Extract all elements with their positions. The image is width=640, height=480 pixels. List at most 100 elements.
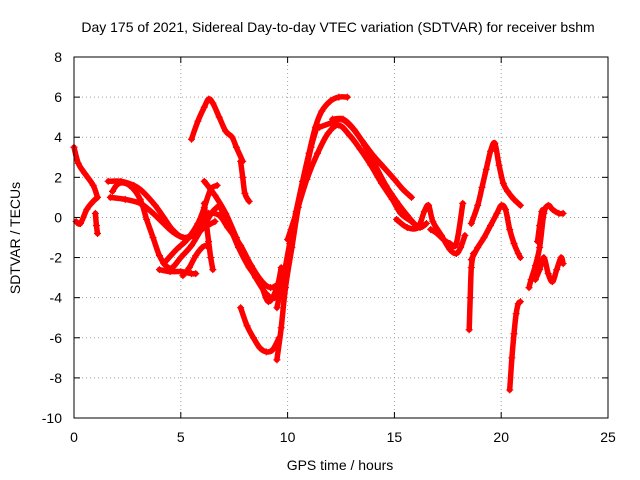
x-axis-label: GPS time / hours [287, 457, 394, 473]
data-point [335, 121, 343, 129]
series-arc-x [467, 139, 524, 227]
data-point [209, 207, 217, 215]
y-tick-label: -8 [50, 370, 63, 386]
data-point [138, 187, 146, 195]
data-point [76, 219, 84, 227]
data-point [192, 252, 200, 260]
data-point [425, 201, 433, 209]
data-point [239, 173, 247, 181]
data-point [360, 141, 368, 149]
data-series [70, 93, 567, 394]
data-point [540, 254, 548, 262]
data-point [305, 149, 313, 157]
data-point [393, 197, 401, 205]
data-point [89, 197, 97, 205]
data-point [504, 187, 512, 195]
data-point [534, 238, 542, 246]
data-point [292, 209, 300, 217]
data-point [232, 143, 240, 151]
data-point [510, 240, 518, 248]
y-tick-label: -10 [42, 410, 62, 426]
data-point [380, 163, 388, 171]
data-point [106, 193, 114, 201]
data-point [211, 191, 219, 199]
data-point [478, 183, 486, 191]
data-point [414, 223, 422, 231]
x-tick-label: 5 [177, 429, 185, 445]
data-point [429, 217, 437, 225]
data-point [343, 93, 351, 101]
data-point [149, 234, 157, 241]
data-point [457, 244, 465, 252]
data-point [192, 270, 200, 278]
data-point [228, 133, 236, 141]
x-tick-label: 0 [70, 429, 78, 445]
y-axis-label: SDTVAR / TECUs [7, 182, 23, 294]
y-tick-label: -2 [50, 250, 63, 266]
data-point [512, 310, 520, 318]
data-point [104, 177, 112, 185]
data-point [487, 221, 495, 229]
data-point [160, 260, 168, 268]
data-point [559, 209, 567, 217]
data-point [74, 159, 82, 167]
data-point [525, 284, 533, 292]
series-arc-r [284, 121, 430, 244]
data-point [237, 304, 245, 312]
data-point [467, 256, 475, 264]
data-point [234, 244, 242, 252]
data-point [279, 274, 287, 282]
data-point [277, 324, 285, 332]
data-point [495, 161, 503, 169]
data-point [200, 177, 208, 185]
data-point [491, 139, 499, 147]
data-point [269, 346, 277, 354]
data-point [209, 266, 217, 274]
data-point [213, 181, 221, 189]
data-point [553, 266, 561, 274]
data-point [487, 147, 495, 155]
data-point [467, 219, 475, 227]
data-point [256, 344, 264, 352]
data-point [326, 97, 334, 105]
data-point [506, 386, 514, 394]
series-line [201, 178, 287, 302]
data-point [516, 298, 524, 306]
data-point [316, 123, 324, 131]
data-point [531, 276, 539, 284]
data-point [482, 165, 490, 173]
data-point [314, 149, 322, 157]
data-point [177, 254, 185, 262]
data-point [93, 229, 101, 237]
data-point [179, 234, 187, 241]
data-point [422, 219, 430, 227]
data-point [433, 229, 441, 237]
data-point [166, 268, 174, 276]
y-tick-label: 6 [54, 89, 62, 105]
data-point [536, 221, 544, 229]
data-point [536, 244, 544, 252]
data-point [493, 209, 501, 217]
data-point [420, 207, 428, 215]
data-point [501, 205, 509, 213]
data-point [467, 264, 475, 272]
data-point [267, 284, 275, 292]
data-point [187, 242, 195, 250]
data-point [245, 197, 253, 205]
series-arc-y [467, 201, 524, 264]
data-point [303, 175, 311, 183]
series-arc-g [155, 266, 200, 278]
data-point [559, 260, 567, 268]
x-tick-label: 15 [387, 429, 403, 445]
data-point [222, 127, 230, 135]
data-point [147, 207, 155, 215]
series-arc-t [328, 115, 420, 229]
data-point [143, 215, 151, 223]
data-point [155, 266, 163, 274]
data-point [158, 217, 166, 225]
series-arc-n [215, 201, 285, 306]
data-point [544, 201, 552, 209]
data-point [264, 298, 272, 306]
y-tick-label: 8 [54, 49, 62, 65]
series-line [71, 144, 101, 201]
